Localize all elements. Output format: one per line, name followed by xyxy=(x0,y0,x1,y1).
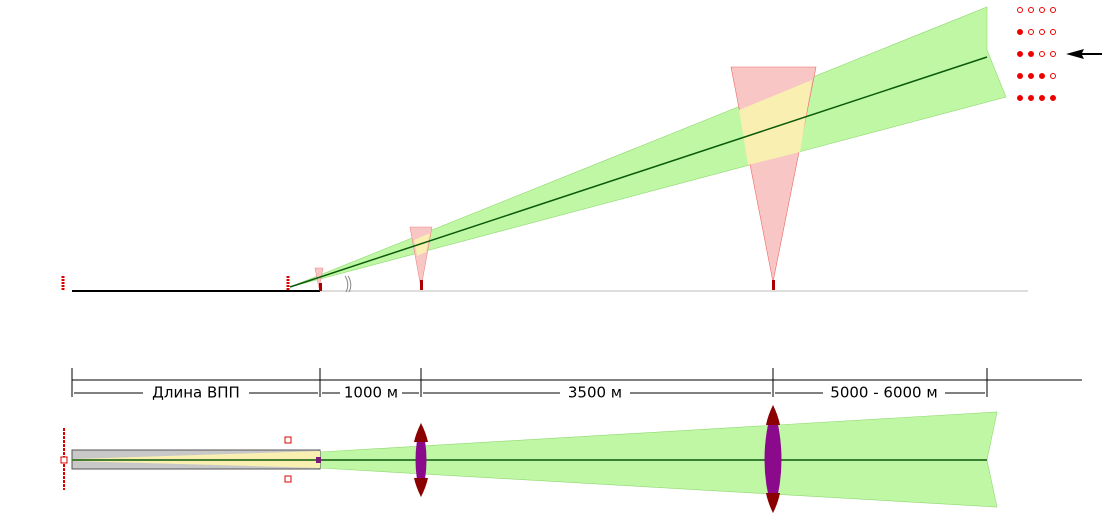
overlap-zone xyxy=(739,80,812,165)
profile-view xyxy=(61,6,1102,293)
glide-path xyxy=(289,56,988,288)
dimension-label: 5000 - 6000 м xyxy=(830,384,937,402)
marker-beacon xyxy=(772,280,775,290)
glide-sector xyxy=(289,6,1007,288)
dimension-label: 1000 м xyxy=(344,384,398,402)
dimensions: Длина ВПП 1000 м 3500 м 5000 - 6000 м xyxy=(71,368,1082,403)
label-bg xyxy=(340,383,402,403)
label-bg xyxy=(143,383,249,403)
marker-beacon xyxy=(420,280,423,290)
marker-zone-tip xyxy=(414,423,428,497)
plan-view xyxy=(60,405,998,513)
angle-mark xyxy=(344,275,352,293)
indicator-lights xyxy=(1017,7,1056,101)
dimension-label: 3500 м xyxy=(568,384,622,402)
threshold-mark xyxy=(316,457,321,463)
glideslope-box xyxy=(284,475,292,483)
aircraft-arrow xyxy=(1066,49,1102,59)
marker-beacon xyxy=(319,283,322,291)
overlap-zone xyxy=(414,233,430,256)
localizer-box xyxy=(60,456,68,464)
label-bg xyxy=(560,383,630,403)
glideslope-box xyxy=(284,436,292,444)
label-bg xyxy=(823,383,945,403)
dimension-label: Длина ВПП xyxy=(152,384,240,402)
marker-zone xyxy=(764,405,782,513)
